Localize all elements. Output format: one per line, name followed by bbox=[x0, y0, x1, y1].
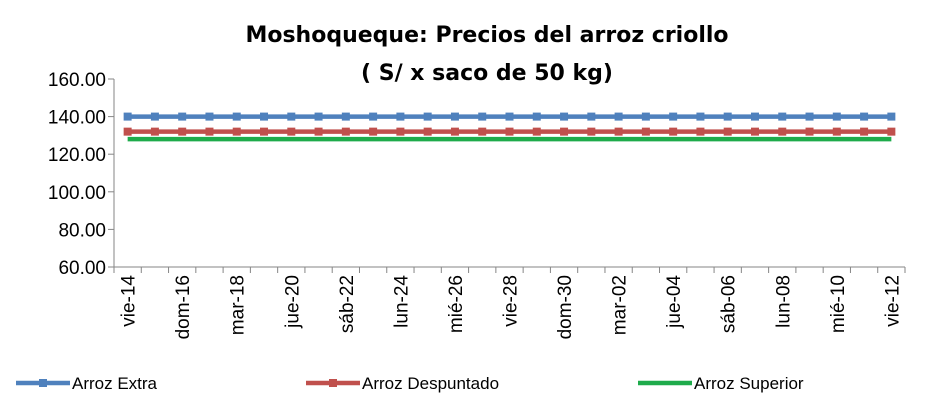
x-tick-label: mar-02 bbox=[610, 275, 631, 335]
data-point bbox=[505, 112, 514, 121]
y-tick-label: 80.00 bbox=[58, 220, 106, 241]
x-tick-label: vie-12 bbox=[882, 275, 903, 327]
y-tick-label: 100.00 bbox=[48, 183, 106, 204]
data-point bbox=[123, 112, 132, 121]
x-tick-label: lun-08 bbox=[773, 275, 794, 328]
data-point bbox=[832, 127, 841, 136]
y-axis-ticks: 60.00 80.00 100.00 120.00 140.00 160.00 bbox=[48, 70, 114, 279]
data-point bbox=[396, 112, 405, 121]
legend-label: Arroz Extra bbox=[72, 374, 158, 393]
data-point bbox=[478, 127, 487, 136]
data-point bbox=[587, 112, 596, 121]
data-point bbox=[150, 127, 159, 136]
data-point bbox=[614, 112, 623, 121]
data-point bbox=[560, 127, 569, 136]
x-tick-label: lun-24 bbox=[391, 275, 412, 328]
series-layer bbox=[123, 112, 896, 142]
data-point bbox=[205, 127, 214, 136]
y-tick-label: 120.00 bbox=[48, 145, 106, 166]
x-tick-label: dom-30 bbox=[555, 275, 576, 339]
data-point bbox=[314, 112, 323, 121]
x-tick-label: mié-10 bbox=[828, 275, 849, 333]
data-point bbox=[696, 112, 705, 121]
data-point bbox=[560, 112, 569, 121]
data-point bbox=[669, 112, 678, 121]
data-point bbox=[532, 112, 541, 121]
legend: Arroz Extra Arroz Despuntado Arroz Superio… bbox=[16, 374, 804, 393]
data-point bbox=[369, 127, 378, 136]
x-tick-label: mar-18 bbox=[228, 275, 249, 335]
series-arroz-despuntado bbox=[123, 127, 896, 136]
data-point bbox=[478, 112, 487, 121]
chart-subtitle: ( S/ x saco de 50 kg) bbox=[361, 61, 613, 86]
x-tick-label: jue-20 bbox=[282, 275, 303, 329]
legend-label: Arroz Despuntado bbox=[362, 374, 499, 393]
data-point bbox=[450, 112, 459, 121]
data-point bbox=[178, 112, 187, 121]
data-point bbox=[314, 127, 323, 136]
data-point bbox=[205, 112, 214, 121]
data-point bbox=[396, 127, 405, 136]
data-point bbox=[178, 127, 187, 136]
data-point bbox=[832, 112, 841, 121]
data-point bbox=[423, 112, 432, 121]
data-point bbox=[887, 127, 896, 136]
data-point bbox=[150, 112, 159, 121]
data-point bbox=[860, 127, 869, 136]
data-point bbox=[287, 112, 296, 121]
data-point bbox=[860, 112, 869, 121]
data-point bbox=[805, 127, 814, 136]
data-point bbox=[532, 127, 541, 136]
data-point bbox=[423, 127, 432, 136]
legend-swatch-marker bbox=[329, 379, 337, 387]
data-point bbox=[723, 112, 732, 121]
y-tick-label: 160.00 bbox=[48, 70, 106, 91]
data-point bbox=[641, 112, 650, 121]
data-point bbox=[287, 127, 296, 136]
data-point bbox=[641, 127, 650, 136]
data-point bbox=[723, 127, 732, 136]
data-point bbox=[341, 112, 350, 121]
data-point bbox=[750, 127, 759, 136]
data-point bbox=[341, 127, 350, 136]
data-point bbox=[669, 127, 678, 136]
data-point bbox=[232, 112, 241, 121]
data-point bbox=[232, 127, 241, 136]
x-tick-label: jue-04 bbox=[664, 275, 685, 329]
x-tick-label: sáb-06 bbox=[719, 275, 740, 333]
data-point bbox=[750, 112, 759, 121]
legend-label: Arroz Superior bbox=[694, 374, 804, 393]
data-point bbox=[505, 127, 514, 136]
x-tick-label: vie-14 bbox=[119, 275, 140, 327]
data-point bbox=[614, 127, 623, 136]
data-point bbox=[887, 112, 896, 121]
data-point bbox=[778, 112, 787, 121]
data-point bbox=[260, 112, 269, 121]
y-tick-label: 140.00 bbox=[48, 108, 106, 129]
data-point bbox=[369, 112, 378, 121]
data-point bbox=[450, 127, 459, 136]
legend-swatch-marker bbox=[39, 379, 47, 387]
x-tick-label: vie-28 bbox=[501, 275, 522, 327]
data-point bbox=[805, 112, 814, 121]
x-tick-label: mié-26 bbox=[446, 275, 467, 333]
y-tick-label: 60.00 bbox=[58, 258, 106, 279]
axes bbox=[113, 79, 905, 268]
x-tick-label: dom-16 bbox=[173, 275, 194, 339]
chart-title: Moshoqueque: Precios del arroz criollo bbox=[245, 23, 728, 48]
data-point bbox=[587, 127, 596, 136]
data-point bbox=[260, 127, 269, 136]
data-point bbox=[696, 127, 705, 136]
data-point bbox=[778, 127, 787, 136]
data-point bbox=[123, 127, 132, 136]
series-arroz-extra bbox=[123, 112, 896, 121]
x-tick-label: sáb-22 bbox=[337, 275, 358, 333]
x-axis-ticks: vie-14 dom-16 mar-18 jue-20 sáb-22 lun-24 mié-… bbox=[113, 267, 906, 339]
